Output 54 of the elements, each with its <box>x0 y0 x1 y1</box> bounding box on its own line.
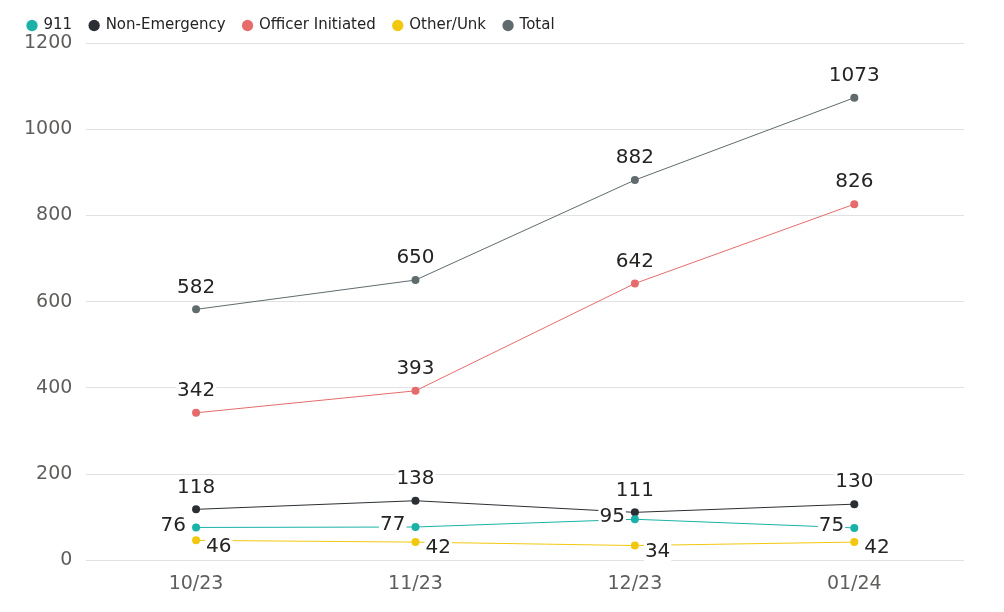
legend-label: Officer Initiated <box>259 15 376 34</box>
data-label: 130 <box>835 468 874 493</box>
x-tick-label: 01/24 <box>826 570 882 593</box>
point <box>192 408 201 417</box>
data-label: 46 <box>206 532 232 557</box>
data-label: 342 <box>176 377 216 401</box>
point <box>192 536 201 545</box>
legend-label: Non-Emergency <box>105 15 226 34</box>
legend-label: Total <box>518 15 555 34</box>
y-tick-label: 600 <box>36 288 73 311</box>
data-label: 582 <box>176 273 216 298</box>
point <box>192 505 201 514</box>
point <box>850 538 859 547</box>
data-label: 34 <box>644 537 671 562</box>
data-label: 642 <box>615 247 654 272</box>
point <box>850 523 859 532</box>
y-tick-label: 400 <box>36 374 73 397</box>
data-label: 76 <box>160 511 187 536</box>
data-label: 1073 <box>828 61 880 86</box>
point <box>850 500 859 509</box>
point <box>630 508 639 517</box>
x-tick-label: 11/23 <box>388 570 443 593</box>
legend-label: Other/Unk <box>409 15 487 34</box>
y-tick-label: 0 <box>60 547 73 570</box>
data-label: 882 <box>615 144 654 169</box>
data-label: 111 <box>615 476 654 501</box>
point <box>192 523 201 532</box>
point <box>630 541 639 550</box>
data-label: 42 <box>864 534 890 559</box>
point <box>411 496 420 505</box>
y-tick-label: 1000 <box>23 116 73 139</box>
point <box>411 276 420 285</box>
data-label: 826 <box>835 168 874 193</box>
data-label: 138 <box>396 464 435 489</box>
point <box>411 538 420 547</box>
x-tick-label: 10/23 <box>168 570 224 593</box>
data-label: 75 <box>818 512 845 537</box>
x-tick-label: 12/23 <box>607 570 663 593</box>
point <box>630 515 639 524</box>
y-tick-label: 800 <box>36 202 73 225</box>
point <box>411 386 420 395</box>
point <box>850 200 859 209</box>
data-label: 393 <box>396 355 435 380</box>
point <box>192 305 201 314</box>
point <box>411 523 420 532</box>
point <box>630 279 639 288</box>
y-tick-label: 200 <box>36 460 73 483</box>
data-label: 650 <box>396 244 435 269</box>
point <box>630 176 639 185</box>
data-label: 118 <box>176 473 216 498</box>
data-label: 42 <box>425 534 451 559</box>
point <box>850 93 859 102</box>
data-label: 95 <box>599 503 625 528</box>
data-label: 77 <box>380 511 406 536</box>
